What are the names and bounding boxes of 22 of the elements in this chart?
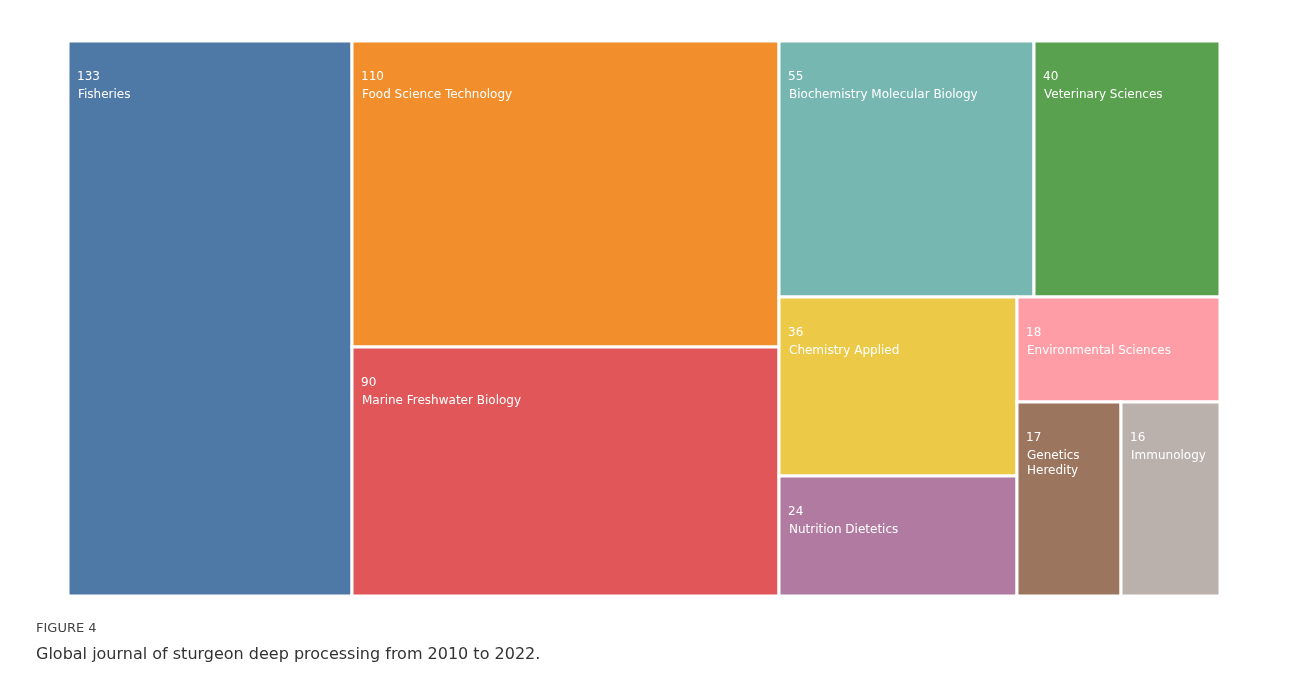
data-label: 133 — [77, 69, 100, 83]
data-label: 110 — [361, 69, 384, 83]
category-label: Veterinary Sciences — [1044, 87, 1163, 101]
category-label: Environmental Sciences — [1027, 343, 1171, 357]
category-label: Chemistry Applied — [789, 343, 900, 357]
category-label: Genetics Heredity — [1027, 448, 1080, 477]
data-label: 16 — [1130, 430, 1146, 444]
data-label: 55 — [788, 69, 804, 83]
category-label: Food Science Technology — [362, 87, 513, 101]
data-label: 24 — [788, 504, 804, 518]
data-label: 90 — [361, 375, 377, 389]
data-label: 40 — [1043, 69, 1059, 83]
category-label: Fisheries — [78, 87, 131, 101]
text: FIGURE 4 — [36, 620, 97, 635]
text: Global journal of sturgeon deep processing from 2010 to 2022. — [36, 644, 541, 663]
data-label: 17 — [1026, 430, 1042, 444]
data-label: 18 — [1026, 325, 1042, 339]
category-label: Marine Freshwater Biology — [362, 393, 522, 407]
category-label: Nutrition Dietetics — [789, 522, 899, 536]
category-label: Immunology — [1131, 448, 1206, 462]
category-label: Biochemistry Molecular Biology — [789, 87, 978, 101]
data-label: 36 — [788, 325, 804, 339]
